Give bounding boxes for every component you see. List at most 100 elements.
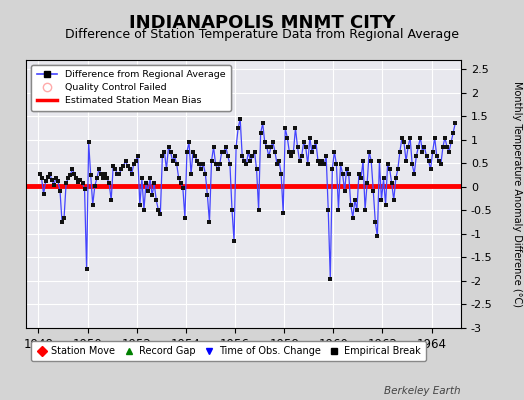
Point: [105, 180, 113, 186]
Point: [289, 148, 298, 155]
Point: [129, 161, 138, 168]
Point: [127, 170, 136, 177]
Point: [416, 134, 424, 141]
Point: [248, 153, 257, 160]
Point: [195, 161, 203, 168]
Point: [279, 210, 287, 216]
Point: [328, 166, 336, 172]
Point: [115, 170, 124, 177]
Point: [299, 139, 308, 146]
Point: [373, 233, 381, 240]
Point: [234, 125, 242, 131]
Point: [107, 197, 115, 203]
Point: [441, 134, 449, 141]
Point: [50, 181, 58, 188]
Point: [166, 148, 174, 155]
Point: [386, 166, 394, 172]
Point: [191, 153, 199, 160]
Point: [37, 175, 46, 182]
Point: [281, 125, 289, 131]
Point: [201, 170, 210, 177]
Point: [398, 134, 406, 141]
Point: [260, 139, 269, 146]
Point: [439, 144, 447, 150]
Point: [213, 166, 222, 172]
Point: [283, 134, 291, 141]
Point: [132, 158, 140, 164]
Point: [402, 158, 410, 164]
Point: [58, 219, 66, 226]
Point: [39, 191, 48, 197]
Point: [389, 197, 398, 203]
Point: [429, 148, 437, 155]
Point: [72, 175, 81, 182]
Point: [99, 175, 107, 182]
Point: [343, 166, 351, 172]
Point: [250, 148, 259, 155]
Point: [165, 144, 173, 150]
Point: [344, 170, 353, 177]
Point: [238, 153, 246, 160]
Point: [158, 153, 167, 160]
Point: [310, 144, 318, 150]
Point: [95, 166, 103, 172]
Point: [113, 170, 122, 177]
Point: [123, 162, 132, 169]
Point: [432, 153, 441, 160]
Point: [211, 161, 220, 168]
Point: [379, 175, 388, 182]
Point: [436, 161, 445, 168]
Point: [396, 148, 404, 155]
Point: [154, 206, 162, 213]
Point: [339, 170, 347, 177]
Point: [203, 192, 212, 199]
Point: [111, 166, 119, 172]
Point: [404, 144, 412, 150]
Point: [117, 166, 126, 172]
Point: [265, 153, 273, 160]
Point: [136, 202, 144, 208]
Point: [244, 148, 253, 155]
Point: [56, 188, 64, 194]
Point: [324, 206, 332, 213]
Point: [189, 148, 197, 155]
Point: [273, 161, 281, 168]
Legend: Station Move, Record Gap, Time of Obs. Change, Empirical Break: Station Move, Record Gap, Time of Obs. C…: [31, 342, 425, 361]
Point: [318, 158, 326, 164]
Point: [236, 116, 244, 122]
Point: [119, 162, 128, 169]
Point: [258, 120, 267, 127]
Point: [152, 197, 160, 203]
Point: [424, 158, 433, 164]
Point: [89, 202, 97, 208]
Point: [298, 153, 306, 160]
Point: [312, 139, 320, 146]
Point: [293, 144, 302, 150]
Point: [447, 139, 455, 146]
Point: [420, 144, 429, 150]
Point: [451, 120, 460, 127]
Point: [64, 175, 72, 182]
Point: [271, 148, 279, 155]
Point: [70, 170, 79, 177]
Point: [296, 158, 304, 164]
Point: [232, 144, 241, 150]
Point: [48, 177, 56, 183]
Point: [367, 158, 375, 164]
Point: [78, 180, 86, 186]
Point: [138, 175, 146, 182]
Point: [144, 188, 152, 194]
Point: [332, 161, 341, 168]
Point: [185, 139, 193, 146]
Point: [224, 153, 232, 160]
Point: [308, 148, 316, 155]
Point: [52, 175, 60, 182]
Point: [97, 170, 105, 177]
Point: [193, 158, 201, 164]
Point: [134, 153, 142, 160]
Point: [285, 148, 293, 155]
Point: [355, 170, 363, 177]
Point: [361, 206, 369, 213]
Point: [62, 180, 70, 186]
Point: [183, 148, 191, 155]
